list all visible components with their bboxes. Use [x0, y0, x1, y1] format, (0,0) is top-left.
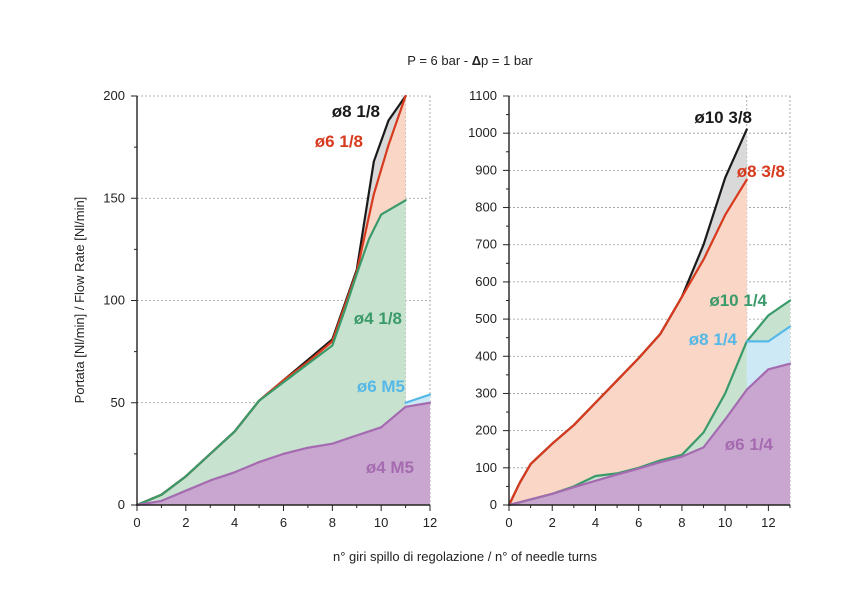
- x-tick-label: 8: [678, 515, 685, 530]
- y-tick-label: 200: [475, 423, 497, 438]
- x-tick-label: 0: [505, 515, 512, 530]
- x-tick-label: 6: [635, 515, 642, 530]
- y-tick-label: 50: [111, 395, 125, 410]
- x-tick-label: 4: [592, 515, 599, 530]
- left-chart-panel: 0 50 100 150 200 0 2 4 6 8 10 12 ø8 1/8 ø6 1/8 ø4 1/8 ø…: [103, 88, 437, 530]
- y-tick-label: 900: [475, 162, 497, 177]
- series-label: ø4 1/8: [354, 309, 402, 328]
- right-chart-panel: 0 100 200 300 400 500 600 700 800 900 1000 1100 0 2 4 6…: [468, 88, 792, 530]
- y-axis-title: Portata [Nl/min] / Flow Rate [Nl/min]: [72, 197, 87, 404]
- series-label: ø6 1/8: [315, 132, 363, 151]
- x-axis-title: n° giri spillo di regolazione / n° of ne…: [333, 549, 598, 564]
- series-label: ø8 3/8: [737, 162, 785, 181]
- series-line: [135, 401, 432, 507]
- x-tick-label: 2: [182, 515, 189, 530]
- y-tick-label: 1000: [468, 125, 497, 140]
- y-tick-label: 600: [475, 274, 497, 289]
- series-line: [135, 199, 407, 507]
- y-tick-label: 1100: [469, 88, 497, 103]
- x-tick-label: 0: [133, 515, 140, 530]
- series-label: ø8 1/8: [332, 102, 380, 121]
- x-tick-label: 10: [374, 515, 388, 530]
- y-tick-label: 0: [118, 497, 125, 512]
- series-area: [509, 363, 790, 505]
- chart-title: P = 6 bar - Δp = 1 bar: [407, 53, 533, 68]
- y-tick-label: 0: [490, 497, 497, 512]
- x-tick-label: 6: [280, 515, 287, 530]
- y-tick-label: 150: [103, 190, 125, 205]
- y-tick-label: 100: [103, 293, 125, 308]
- y-tick-label: 300: [475, 385, 497, 400]
- series-area: [137, 200, 406, 506]
- x-tick-label: 10: [718, 515, 732, 530]
- series-label: ø4 M5: [366, 458, 414, 477]
- series-label: ø10 3/8: [694, 108, 752, 127]
- series-area: [509, 179, 747, 505]
- series-line: [404, 393, 432, 404]
- x-tick-label: 2: [549, 515, 556, 530]
- series-line: [745, 325, 792, 343]
- x-tick-label: 8: [329, 515, 336, 530]
- series-label: ø10 1/4: [709, 291, 767, 310]
- x-tick-label: 4: [231, 515, 238, 530]
- x-tick-label: 12: [423, 515, 437, 530]
- series-line: [507, 362, 792, 507]
- y-tick-label: 700: [475, 237, 497, 252]
- series-label: ø8 1/4: [689, 330, 738, 349]
- y-tick-label: 100: [475, 460, 497, 475]
- series-label: ø6 1/4: [725, 435, 774, 454]
- y-tick-label: 400: [475, 348, 497, 363]
- y-tick-label: 500: [475, 311, 497, 326]
- y-tick-label: 800: [475, 200, 497, 215]
- series-line: [507, 178, 748, 507]
- series-label: ø6 M5: [357, 377, 405, 396]
- y-tick-label: 200: [103, 88, 125, 103]
- x-tick-label: 12: [761, 515, 775, 530]
